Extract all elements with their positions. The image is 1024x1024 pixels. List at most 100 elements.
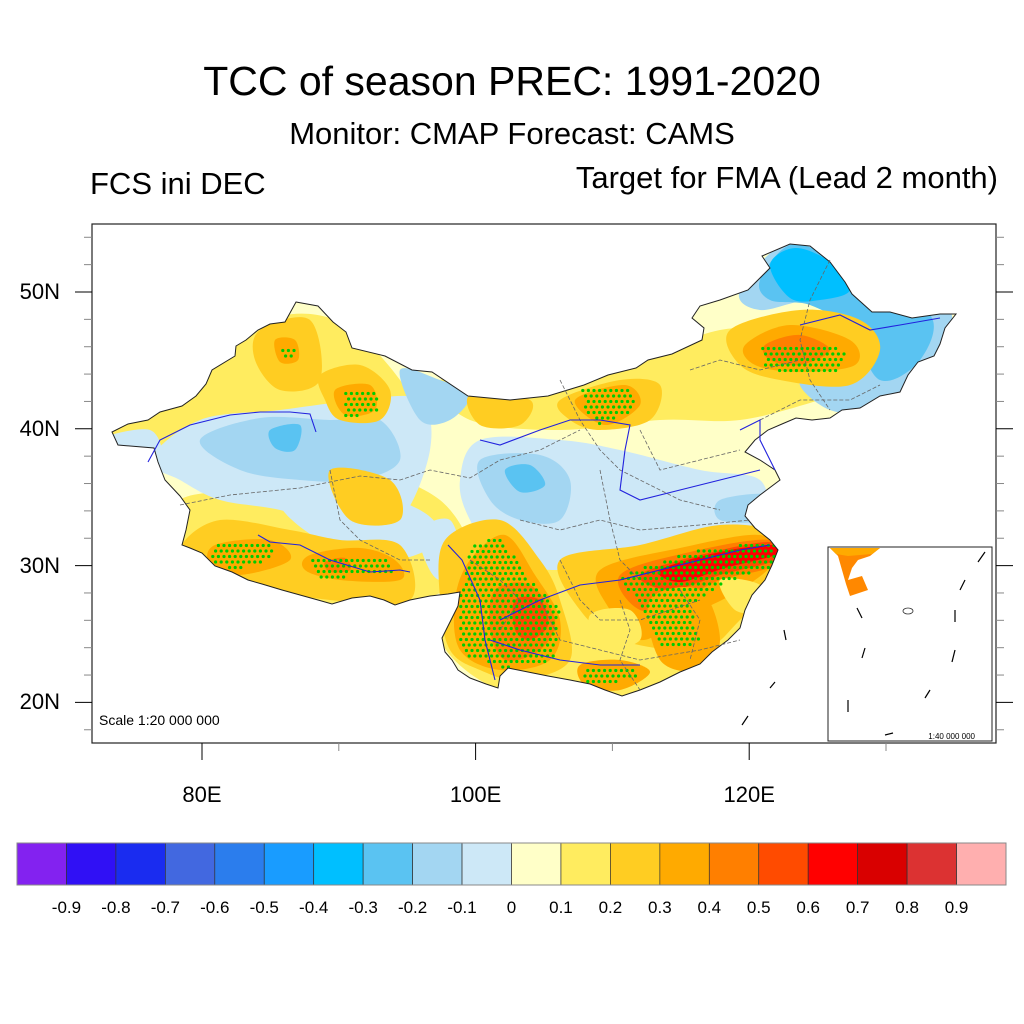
stipple-dot xyxy=(258,560,262,564)
stipple-dot xyxy=(484,577,488,581)
stipple-dot xyxy=(554,604,558,609)
stipple-dot xyxy=(490,610,494,614)
colorbar-label: -0.7 xyxy=(150,898,180,917)
nine-dash-line-segment xyxy=(783,629,787,641)
stipple-dot xyxy=(344,402,348,407)
stipple-dot xyxy=(666,587,670,592)
stipple-dot xyxy=(674,560,678,564)
stipple-dot xyxy=(356,558,360,563)
axes xyxy=(75,223,1013,760)
stipple-dot xyxy=(817,346,821,351)
colorbar-label: -0.1 xyxy=(447,898,477,917)
stipple-dot xyxy=(470,604,474,609)
stipple-dot xyxy=(778,346,782,351)
stipple-dot xyxy=(352,408,356,412)
stipple-dot xyxy=(464,648,468,653)
province-boundary xyxy=(599,469,641,581)
stipple-dot xyxy=(509,648,513,653)
stipple-dot xyxy=(716,565,720,570)
stipple-dot xyxy=(358,408,362,412)
stipple-dot xyxy=(722,576,726,581)
stipple-dot xyxy=(509,615,513,620)
stipple-dot xyxy=(476,615,480,620)
stipple-dot xyxy=(696,582,701,586)
colorbar-frame xyxy=(16,842,1007,886)
stipple-dot xyxy=(638,576,642,581)
province-boundary xyxy=(469,559,521,631)
stipple-dot xyxy=(747,560,751,564)
stipple-dot xyxy=(800,346,804,351)
stipple-dot xyxy=(694,587,698,592)
stipple-dot xyxy=(674,626,678,630)
stipple-dot xyxy=(361,558,365,563)
stipple-dot xyxy=(752,560,757,564)
stipple-dot xyxy=(772,357,776,362)
stipple-dot xyxy=(699,587,703,592)
stipple-dot xyxy=(506,632,510,636)
stipple-dot xyxy=(671,609,675,614)
stipple-dot xyxy=(677,565,681,570)
stipple-dot xyxy=(504,637,508,642)
province-boundary xyxy=(559,559,701,621)
stipple-dot xyxy=(663,604,667,608)
stipple-dot xyxy=(534,610,539,614)
stipple-dot xyxy=(719,582,723,586)
stipple-dot xyxy=(498,659,502,664)
stipple-dot xyxy=(498,593,502,598)
stipple-dot xyxy=(501,610,505,614)
stipple-dot xyxy=(772,346,776,351)
stipple-dot xyxy=(492,615,496,620)
stipple-dot xyxy=(727,576,731,581)
stipple-dot xyxy=(612,394,616,398)
stipple-dot xyxy=(750,565,754,570)
stipple-dot xyxy=(806,346,810,351)
stipple-dot xyxy=(635,593,639,597)
stipple-dot xyxy=(724,560,729,564)
stipple-dot xyxy=(764,352,768,356)
stipple-dot xyxy=(492,626,496,631)
nine-dash-line-segment xyxy=(741,715,749,726)
stipple-dot xyxy=(699,565,703,570)
stipple-dot xyxy=(668,582,673,586)
colorbar-label: 0.7 xyxy=(845,898,870,917)
stipple-dot xyxy=(239,565,243,570)
stipple-dot xyxy=(694,576,698,581)
stipple-dot xyxy=(677,620,681,625)
stipple-dot xyxy=(520,571,525,576)
stipple-dot xyxy=(481,549,485,554)
stipple-dot xyxy=(316,558,320,563)
stipple-dot xyxy=(543,615,547,620)
stipple-dot xyxy=(548,615,553,620)
stipple-dot xyxy=(612,416,616,420)
stipple-dot xyxy=(691,637,695,641)
stipple-dot xyxy=(750,554,754,559)
stipple-dot xyxy=(668,571,673,575)
stipple-dot xyxy=(498,604,502,609)
stipple-dot xyxy=(685,593,689,597)
stipple-dot xyxy=(253,549,257,553)
stipple-dot xyxy=(540,632,544,636)
stipple-dot xyxy=(258,549,262,553)
stipple-dot xyxy=(702,549,706,553)
stipple-dot xyxy=(478,577,482,581)
stipple-dot xyxy=(617,405,621,409)
stipple-dot xyxy=(478,632,482,636)
stipple-dot xyxy=(253,560,257,564)
stipple-dot xyxy=(520,604,525,609)
stipple-dot xyxy=(794,346,799,351)
stipple-dot xyxy=(786,363,790,367)
stipple-dot xyxy=(476,604,480,609)
stipple-dot xyxy=(825,363,829,367)
stipple-dot xyxy=(481,604,485,609)
stipple-dot xyxy=(598,410,602,415)
x-tick-label: 80E xyxy=(182,782,222,807)
stipple-dot xyxy=(526,615,530,620)
colorbar-box xyxy=(16,842,67,886)
stipple-dot xyxy=(498,637,502,642)
province-boundary xyxy=(519,519,751,531)
stipple-dot xyxy=(584,405,588,409)
stipple-dot xyxy=(610,714,613,717)
stipple-dot xyxy=(674,637,678,641)
stipple-dot xyxy=(537,604,541,609)
stipple-dot xyxy=(680,560,684,564)
